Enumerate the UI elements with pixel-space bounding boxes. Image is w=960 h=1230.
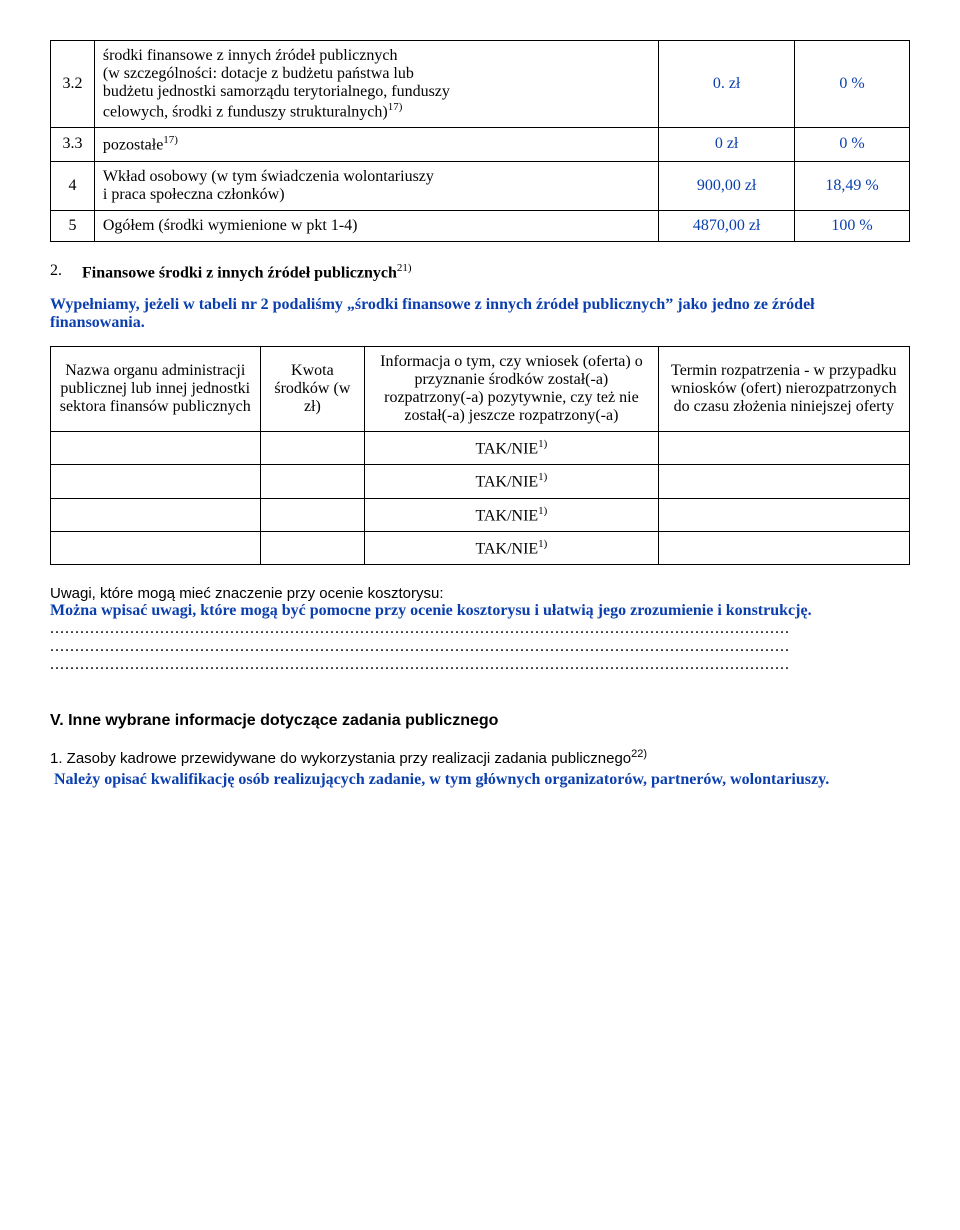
row-3-2-num: 3.2 <box>51 41 95 128</box>
remarks-dotline: ........................................… <box>50 638 910 656</box>
section-2-sup: 21) <box>397 262 412 274</box>
t2-header-term: Termin rozpatrzenia - w przypadku wniosk… <box>658 346 909 431</box>
row-3-2-line3: budżetu jednostki samorządu terytorialne… <box>103 83 450 100</box>
t2-header-status: Informacja o tym, czy wniosek (oferta) o… <box>365 346 658 431</box>
t2-cell-status-text: TAK/NIE <box>475 507 538 524</box>
row-3-3-pct: 0 % <box>795 128 910 161</box>
remarks-block: Uwagi, które mogą mieć znaczenie przy oc… <box>50 585 910 674</box>
t2-row: TAK/NIE1) <box>51 498 910 531</box>
t2-cell-status: TAK/NIE1) <box>365 531 658 564</box>
t2-cell-term <box>658 431 909 464</box>
section-v-heading: V. Inne wybrane informacje dotyczące zad… <box>50 712 910 730</box>
row-3-3-sup: 17) <box>163 134 178 146</box>
funding-summary-table: 3.2 środki finansowe z innych źródeł pub… <box>50 40 910 242</box>
row-3-2-desc: środki finansowe z innych źródeł publicz… <box>94 41 658 128</box>
t2-cell-amount <box>260 498 365 531</box>
remarks-lead: Uwagi, które mogą mieć znaczenie przy oc… <box>50 585 910 602</box>
row-3-2-pct: 0 % <box>795 41 910 128</box>
t2-header-amount: Kwota środków (w zł) <box>260 346 365 431</box>
t2-cell-status-text: TAK/NIE <box>475 540 538 557</box>
row-3-2-line2: (w szczególności: dotacje z budżetu pańs… <box>103 65 414 82</box>
t2-cell-status-text: TAK/NIE <box>475 474 538 491</box>
section-2-hint: Wypełniamy, jeżeli w tabeli nr 2 podaliś… <box>50 296 910 332</box>
t2-cell-status-text: TAK/NIE <box>475 440 538 457</box>
row-4-num: 4 <box>51 161 95 210</box>
t2-cell-status: TAK/NIE1) <box>365 465 658 498</box>
t2-header-organ: Nazwa organu administracji publicznej lu… <box>51 346 261 431</box>
row-5-desc: Ogółem (środki wymienione w pkt 1-4) <box>94 210 658 241</box>
public-sources-table: Nazwa organu administracji publicznej lu… <box>50 346 910 565</box>
row-3-3-desc-text: pozostałe <box>103 137 163 154</box>
t2-cell-amount <box>260 531 365 564</box>
row-3-3-desc: pozostałe17) <box>94 128 658 161</box>
row-5-num: 5 <box>51 210 95 241</box>
row-4-line2: i praca społeczna członków) <box>103 186 285 203</box>
t2-cell-term <box>658 498 909 531</box>
section-v-hint: Należy opisać kwalifikację osób realizuj… <box>54 771 910 789</box>
remarks-dotline: ........................................… <box>50 656 910 674</box>
t2-cell-organ <box>51 498 261 531</box>
section-2-heading: 2. Finansowe środki z innych źródeł publ… <box>50 262 910 282</box>
t2-cell-status-sup: 1) <box>538 505 547 517</box>
section-2-title: Finansowe środki z innych źródeł publicz… <box>82 264 397 281</box>
row-4-pct: 18,49 % <box>795 161 910 210</box>
t2-cell-status: TAK/NIE1) <box>365 498 658 531</box>
row-4-value: 900,00 zł <box>659 161 795 210</box>
row-4-line1: Wkład osobowy (w tym świadczenia wolonta… <box>103 168 434 185</box>
row-5-value: 4870,00 zł <box>659 210 795 241</box>
t2-row: TAK/NIE1) <box>51 465 910 498</box>
row-3-2-line4: celowych, środki z funduszy strukturalny… <box>103 103 388 120</box>
row-3-2-value: 0. zł <box>659 41 795 128</box>
section-v-item-1: 1. Zasoby kadrowe przewidywane do wykorz… <box>50 748 910 767</box>
remarks-dotline: ........................................… <box>50 620 910 638</box>
t2-cell-status-sup: 1) <box>538 438 547 450</box>
t2-cell-status: TAK/NIE1) <box>365 431 658 464</box>
row-3-3-value: 0 zł <box>659 128 795 161</box>
row-5-pct: 100 % <box>795 210 910 241</box>
t2-cell-organ <box>51 465 261 498</box>
section-2-num: 2. <box>50 262 78 280</box>
remarks-hint: Można wpisać uwagi, które mogą być pomoc… <box>50 602 910 620</box>
section-v-item-1-sup: 22) <box>631 748 647 760</box>
t2-cell-organ <box>51 531 261 564</box>
row-3-3-num: 3.3 <box>51 128 95 161</box>
row-3-2-sup: 17) <box>388 101 403 113</box>
t2-cell-term <box>658 465 909 498</box>
t2-cell-status-sup: 1) <box>538 538 547 550</box>
t2-cell-amount <box>260 465 365 498</box>
t2-cell-status-sup: 1) <box>538 471 547 483</box>
t2-row: TAK/NIE1) <box>51 431 910 464</box>
t2-row: TAK/NIE1) <box>51 531 910 564</box>
section-v-item-1-text: 1. Zasoby kadrowe przewidywane do wykorz… <box>50 750 631 767</box>
row-3-2-line1: środki finansowe z innych źródeł publicz… <box>103 47 398 64</box>
t2-cell-organ <box>51 431 261 464</box>
t2-cell-amount <box>260 431 365 464</box>
row-4-desc: Wkład osobowy (w tym świadczenia wolonta… <box>94 161 658 210</box>
t2-cell-term <box>658 531 909 564</box>
